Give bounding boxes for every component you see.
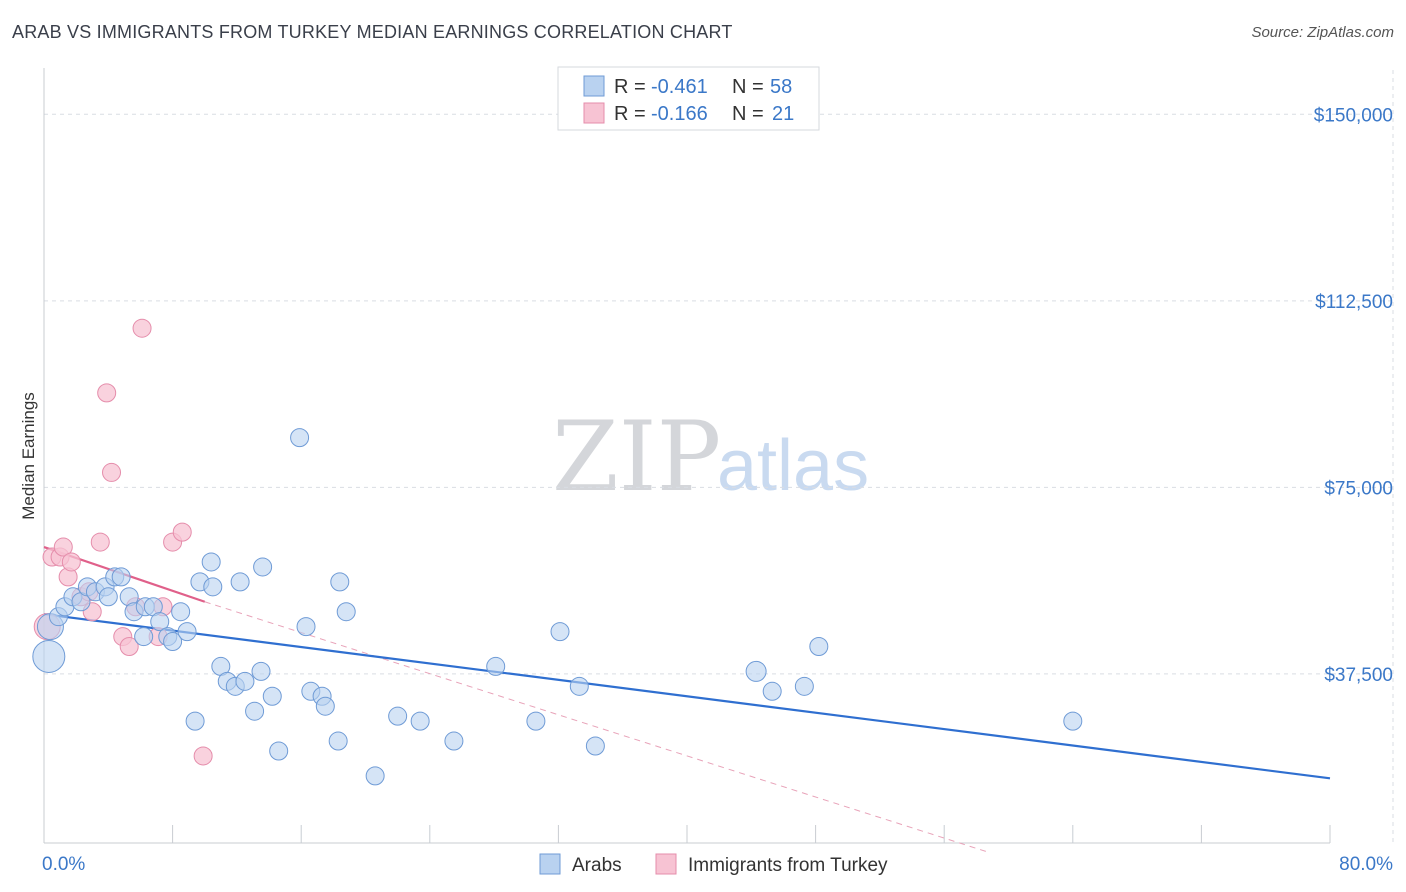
data-point-turkey	[172, 522, 192, 542]
data-point-arabs	[388, 706, 408, 726]
legend-swatch-arabs	[583, 75, 605, 97]
data-point-arabs	[98, 587, 118, 607]
y-tick-label: $112,500	[1315, 292, 1393, 313]
legend-swatch-turkey	[583, 102, 605, 124]
data-point-arabs	[150, 612, 170, 632]
source-label: Source: ZipAtlas.com	[1251, 24, 1394, 41]
legend-r-label-arabs: R =	[614, 76, 646, 98]
bottom-legend-label-turkey: Immigrants from Turkey	[688, 855, 888, 876]
data-point-arabs	[444, 731, 464, 751]
legend-n-label-arabs: N =	[732, 76, 764, 98]
data-point-arabs	[171, 602, 191, 622]
data-point-arabs	[177, 622, 197, 642]
data-point-arabs	[585, 736, 605, 756]
data-point-arabs	[111, 567, 131, 587]
x-tick-label-min: 0.0%	[42, 854, 85, 875]
y-tick-labels: $37,500 $75,000 $112,500 $150,000	[1314, 105, 1393, 686]
data-point-turkey	[119, 637, 139, 657]
data-point-turkey	[102, 462, 122, 482]
legend-n-label-turkey: N =	[732, 103, 764, 125]
watermark-atlas: atlas	[717, 426, 869, 506]
y-tick-label: $150,000	[1314, 105, 1393, 126]
data-point-arabs	[203, 577, 223, 597]
legend-r-value-turkey: -0.166	[651, 103, 708, 125]
data-point-arabs	[569, 676, 589, 696]
data-point-arabs	[526, 711, 546, 731]
axes	[43, 68, 1331, 844]
data-point-arabs	[253, 557, 273, 577]
series-immigrants-from-turkey	[33, 318, 213, 766]
data-point-arabs	[745, 660, 767, 682]
series-arabs	[32, 428, 1083, 786]
data-point-arabs	[32, 639, 66, 673]
data-point-arabs	[550, 622, 570, 642]
bottom-legend-swatch-turkey	[655, 853, 677, 875]
data-point-turkey	[61, 552, 81, 572]
data-point-turkey	[132, 318, 152, 338]
legend-n-value-arabs: 58	[770, 76, 792, 98]
bottom-legend: Arabs Immigrants from Turkey	[539, 853, 888, 876]
data-point-turkey	[90, 532, 110, 552]
data-point-arabs	[235, 671, 255, 691]
data-point-arabs	[296, 617, 316, 637]
trend-lines	[43, 546, 1331, 852]
bottom-legend-swatch-arabs	[539, 853, 561, 875]
data-point-arabs	[410, 711, 430, 731]
data-point-arabs	[185, 711, 205, 731]
data-point-arabs	[163, 632, 183, 652]
data-point-arabs	[262, 686, 282, 706]
data-point-arabs	[330, 572, 350, 592]
data-point-arabs	[762, 681, 782, 701]
watermark-zip: ZIP	[552, 401, 721, 513]
data-point-arabs	[486, 656, 506, 676]
data-point-turkey	[53, 537, 73, 557]
legend-r-label-turkey: R =	[614, 103, 646, 125]
bottom-legend-label-arabs: Arabs	[572, 855, 622, 876]
data-point-arabs	[1063, 711, 1083, 731]
legend-box: R = -0.461 N = 58 R = -0.166 N = 21	[557, 66, 820, 131]
data-point-arabs	[794, 676, 814, 696]
data-point-arabs	[201, 552, 221, 572]
y-axis-label: Median Earnings	[19, 392, 38, 520]
legend-r-value-arabs: -0.461	[651, 76, 708, 98]
y-tick-label: $37,500	[1324, 665, 1393, 686]
data-point-arabs	[251, 661, 271, 681]
data-point-arabs	[365, 766, 385, 786]
data-point-arabs	[809, 637, 829, 657]
x-tick-label-max: 80.0%	[1339, 854, 1393, 875]
data-point-arabs	[230, 572, 250, 592]
chart-title: ARAB VS IMMIGRANTS FROM TURKEY MEDIAN EA…	[12, 22, 733, 42]
data-point-turkey	[193, 746, 213, 766]
data-point-arabs	[315, 696, 335, 716]
data-point-arabs	[328, 731, 348, 751]
data-point-turkey	[97, 383, 117, 403]
trend-line-arabs	[43, 613, 1331, 780]
data-point-arabs	[245, 701, 265, 721]
trend-line-turkey-extended	[204, 601, 987, 852]
data-point-arabs	[269, 741, 289, 761]
y-tick-label: $75,000	[1324, 478, 1393, 499]
data-point-arabs	[290, 428, 310, 448]
legend-n-value-turkey: 21	[772, 103, 794, 125]
data-point-arabs	[134, 627, 154, 647]
data-point-arabs	[336, 602, 356, 622]
